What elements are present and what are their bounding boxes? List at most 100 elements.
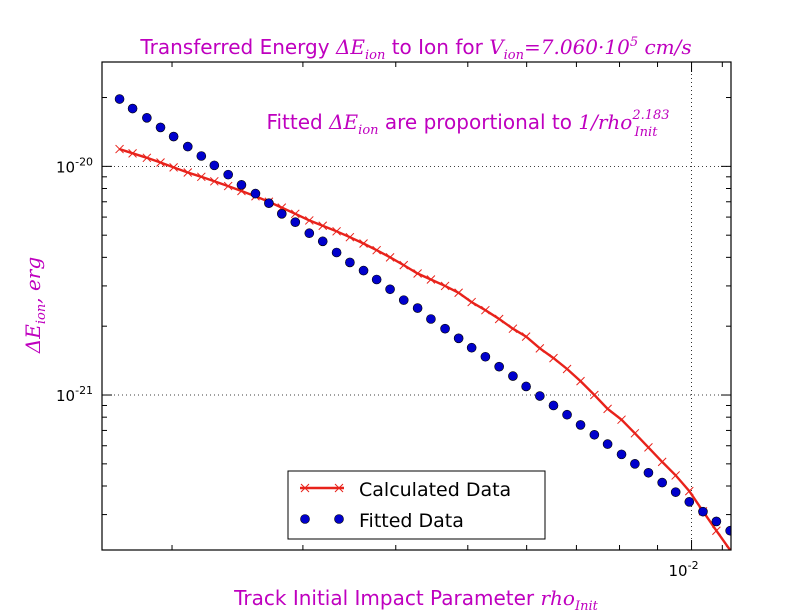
fitted-data-point — [643, 467, 654, 478]
legend-box — [287, 470, 546, 540]
fitted-data-point — [264, 198, 274, 209]
fitted-data-point — [276, 209, 287, 219]
fitted-data-point — [548, 400, 559, 411]
fit-annotation: Fitted ΔEion are proportional to 1/rho2.… — [266, 108, 669, 140]
calculated-data-marker — [671, 471, 681, 480]
plot-frame — [101, 61, 732, 551]
fitted-data-point — [589, 429, 600, 440]
calculated-data-marker — [304, 216, 314, 225]
calculated-data-marker — [183, 168, 193, 177]
fitted-data-point — [630, 459, 640, 469]
calculated-data-marker — [359, 239, 368, 248]
fitted-data-point — [412, 303, 423, 313]
calculated-data-marker — [657, 457, 667, 467]
fitted-data-point — [236, 180, 247, 190]
legend-marker-calculated — [300, 483, 344, 493]
y-tick-label: 10-21 — [56, 384, 93, 405]
calculated-data-marker — [521, 332, 531, 341]
fitted-data-point — [250, 188, 261, 199]
calculated-data-marker — [142, 153, 152, 163]
y-tick-label: 10-20 — [56, 155, 93, 176]
axis-ticks: 10-2 10-20 10-21 — [56, 62, 731, 580]
calculated-data-marker — [494, 314, 504, 324]
calculated-data-marker — [630, 428, 640, 438]
fitted-data-point — [508, 371, 518, 381]
series-group — [114, 94, 731, 550]
fitted-data-point — [426, 314, 436, 324]
fitted-data-point — [398, 295, 409, 305]
fitted-data-point — [196, 151, 207, 161]
fitted-data-point — [535, 391, 545, 401]
calculated-data-marker — [549, 353, 558, 363]
fitted-data-point — [725, 525, 731, 536]
legend-x-marker — [300, 483, 310, 493]
fitted-data-point — [127, 103, 138, 114]
calculated-data-marker — [467, 297, 477, 307]
calculated-data-marker — [399, 260, 409, 270]
fitted-data-point — [684, 497, 695, 507]
fitted-data-point — [317, 236, 328, 247]
fitted-data-point — [209, 160, 220, 171]
legend-dot-fitted — [334, 514, 344, 524]
calculated-data-marker — [372, 245, 382, 255]
calculated-data-marker — [426, 275, 436, 284]
fitted-data-point — [670, 487, 681, 497]
series-layer — [114, 94, 731, 550]
fitted-data-point — [440, 323, 450, 334]
calculated-data-marker — [318, 221, 328, 231]
chart-title: Transferred Energy ΔEion to Ion for Vion… — [139, 35, 691, 63]
grid — [102, 62, 731, 550]
fitted-data-point — [616, 449, 627, 460]
fitted-data-point — [521, 381, 531, 392]
calculated-data-marker — [169, 162, 178, 172]
calculated-data-marker — [454, 288, 463, 298]
calculated-data-marker — [115, 144, 124, 154]
y-axis-label: ΔEion, erg — [21, 257, 49, 354]
fitted-data-point — [494, 361, 504, 372]
calculated-data-marker — [196, 172, 206, 182]
fitted-data-point — [331, 247, 342, 258]
fitted-data-point — [480, 351, 491, 362]
plot-area: 10-2 10-20 10-21 — [56, 61, 732, 580]
calculated-data-marker — [508, 324, 518, 334]
calculated-data-marker — [481, 305, 490, 315]
fitted-data-point — [142, 113, 152, 123]
calculated-data-marker — [440, 281, 450, 291]
fitted-data-point — [602, 439, 613, 449]
fitted-data-point — [345, 257, 355, 268]
legend-marker-fitted — [300, 514, 344, 524]
calculated-data-marker — [589, 390, 599, 400]
calculated-data-marker — [345, 232, 355, 242]
calculated-data-marker — [712, 526, 721, 536]
calculated-data-marker — [128, 148, 137, 158]
fitted-data-point — [168, 131, 179, 142]
calculated-data-marker — [576, 376, 585, 386]
calculated-data-marker — [209, 176, 219, 186]
calculated-data-marker — [385, 252, 395, 262]
fitted-data-point — [466, 342, 477, 353]
legend: Calculated Data Fitted Data — [287, 470, 546, 540]
legend-dot-fitted — [300, 514, 310, 524]
fitted-data-point — [575, 420, 586, 430]
calculated-data-marker — [223, 181, 233, 191]
fitted-data-point — [698, 506, 708, 517]
calculated-data-line — [119, 147, 731, 550]
calculated-data-marker — [332, 226, 341, 236]
fitted-data-point — [304, 228, 315, 239]
legend-x-marker — [334, 483, 344, 493]
calculated-data-marker — [603, 404, 612, 414]
calculated-data-marker — [535, 343, 545, 353]
fitted-data-point — [223, 169, 233, 180]
fitted-data-point — [657, 477, 667, 488]
fitted-data-point — [155, 122, 166, 133]
calculated-data-marker — [644, 443, 653, 452]
calculated-data-marker — [156, 158, 165, 167]
legend-label-calculated: Calculated Data — [359, 479, 511, 501]
legend-label-fitted: Fitted Data — [359, 510, 464, 532]
fitted-data-point — [453, 333, 464, 344]
fitted-data-point — [385, 284, 395, 295]
fitted-data-point — [711, 516, 722, 527]
calculated-data-marker — [413, 269, 422, 278]
calculated-data-marker — [290, 209, 300, 219]
